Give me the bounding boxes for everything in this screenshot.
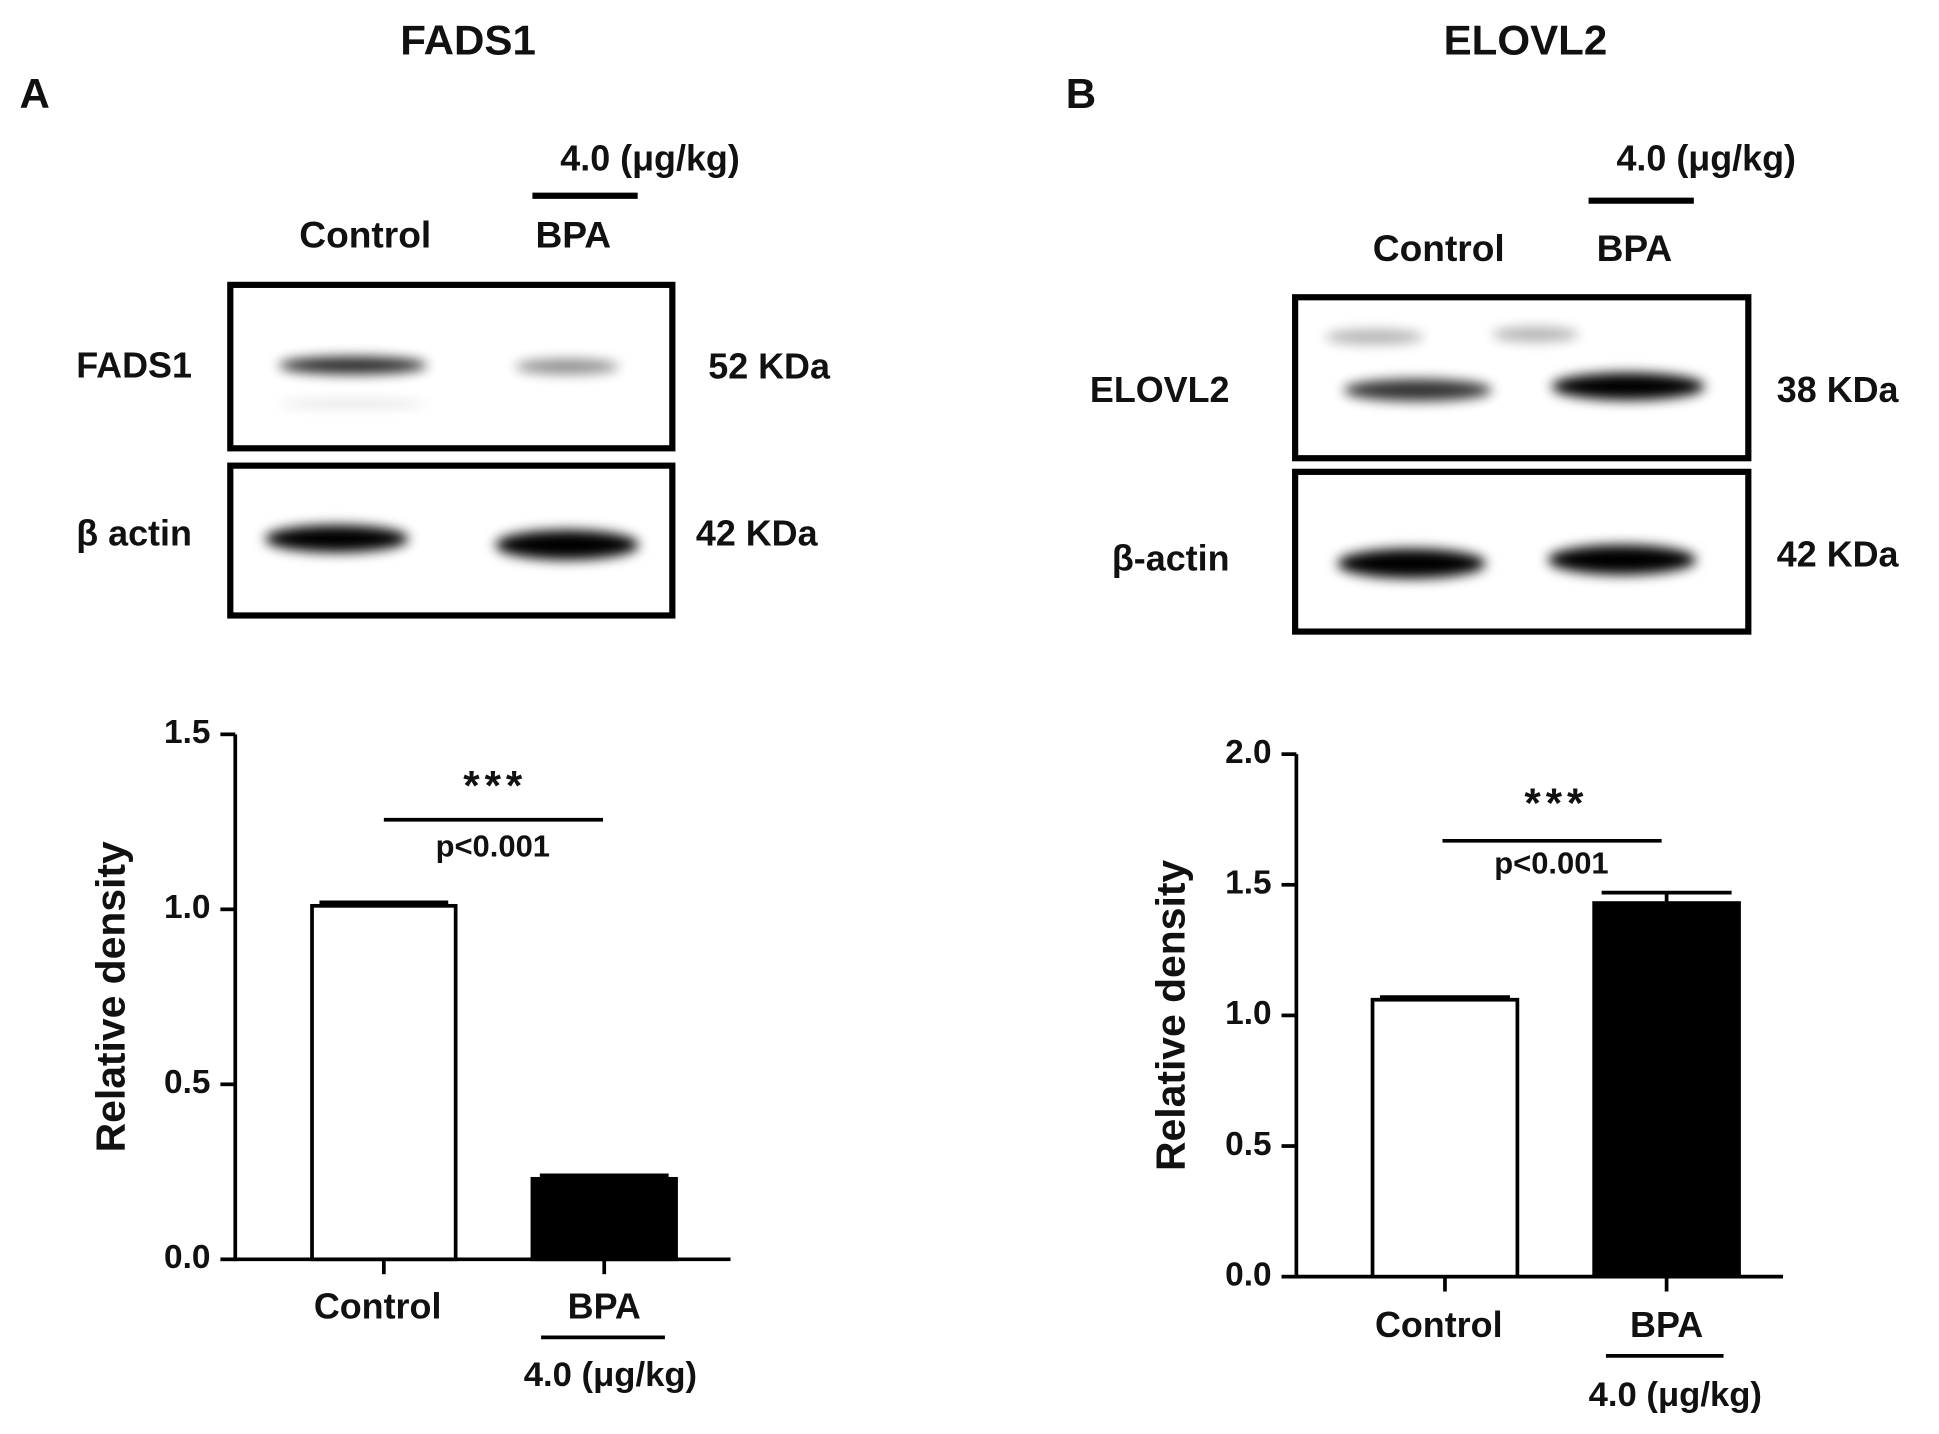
- bar: [1370, 997, 1520, 1279]
- blot-band: [515, 359, 620, 375]
- x-tick-label: BPA: [568, 1286, 641, 1326]
- panel-label: B: [1066, 70, 1096, 117]
- lane-label: Control: [1373, 227, 1505, 269]
- size-label: 38 KDa: [1777, 370, 1900, 410]
- y-tick-label: 1.5: [1225, 865, 1271, 902]
- blot-band: [1492, 326, 1579, 342]
- dose-label: 4.0 (μg/kg): [560, 139, 740, 179]
- chart-title: FADS1: [400, 17, 536, 64]
- protein-label: β-actin: [1112, 538, 1230, 578]
- blot-band: [1324, 329, 1424, 345]
- y-axis-label: Relative density: [1148, 860, 1194, 1171]
- blot-band: [1343, 378, 1493, 402]
- significance-stars: ***: [463, 762, 527, 809]
- p-value: p<0.001: [1494, 846, 1608, 881]
- panel-label: A: [19, 70, 49, 117]
- bar: [310, 903, 458, 1262]
- blot-band: [495, 530, 639, 560]
- dose-label: 4.0 (μg/kg): [524, 1356, 697, 1394]
- protein-label: ELOVL2: [1090, 370, 1230, 410]
- size-label: 42 KDa: [1777, 535, 1900, 575]
- chart-title: ELOVL2: [1444, 17, 1608, 64]
- y-tick-label: 0.0: [1225, 1256, 1271, 1293]
- y-tick-label: 1.0: [1225, 995, 1271, 1032]
- y-tick-label: 0.0: [164, 1239, 210, 1276]
- lane-label: BPA: [535, 214, 611, 256]
- blot-band: [278, 400, 428, 408]
- y-tick-label: 0.5: [1225, 1126, 1271, 1163]
- blot-band: [264, 525, 409, 553]
- protein-label: β actin: [76, 514, 192, 554]
- size-label: 42 KDa: [696, 514, 819, 554]
- x-tick-label: Control: [314, 1286, 442, 1326]
- lane-label: BPA: [1597, 227, 1673, 269]
- dose-label: 4.0 (μg/kg): [1589, 1376, 1762, 1414]
- y-tick-label: 1.5: [164, 714, 210, 751]
- y-tick-label: 0.5: [164, 1064, 210, 1101]
- y-axis-label: Relative density: [88, 841, 134, 1152]
- y-tick-label: 1.0: [164, 889, 210, 926]
- size-label: 52 KDa: [708, 347, 831, 387]
- p-value: p<0.001: [436, 828, 550, 863]
- blot-band: [1547, 544, 1697, 575]
- x-tick-label: Control: [1375, 1305, 1503, 1345]
- significance-stars: ***: [1524, 779, 1588, 826]
- x-tick-label: BPA: [1630, 1305, 1703, 1345]
- y-tick-label: 2.0: [1225, 734, 1271, 771]
- protein-label: FADS1: [76, 345, 192, 385]
- bar: [1592, 901, 1741, 1279]
- blot-band: [1337, 548, 1486, 579]
- dose-label: 4.0 (μg/kg): [1616, 139, 1796, 179]
- lane-label: Control: [299, 214, 431, 256]
- bar: [530, 1176, 678, 1262]
- blot-band: [1551, 372, 1705, 401]
- blot-band: [278, 356, 428, 375]
